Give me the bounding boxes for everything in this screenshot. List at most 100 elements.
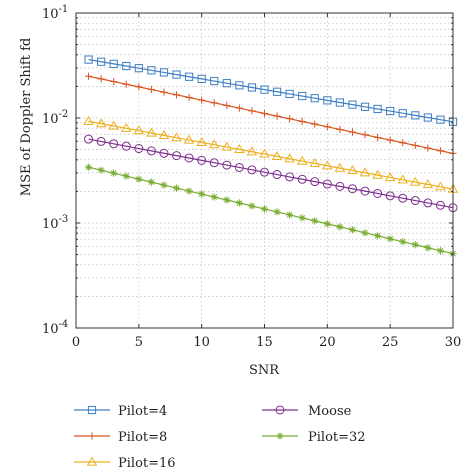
data-point <box>348 226 357 234</box>
data-point <box>96 136 106 146</box>
data-point <box>334 162 346 172</box>
data-point <box>386 106 395 116</box>
data-point <box>359 167 371 177</box>
data-point <box>159 148 169 158</box>
legend-label: Pilot=16 <box>118 456 176 471</box>
data-point <box>223 101 231 110</box>
data-point <box>260 109 269 118</box>
data-point <box>424 144 432 152</box>
data-point <box>386 136 394 144</box>
data-point <box>399 139 407 147</box>
x-tick-label: 10 <box>193 335 210 350</box>
data-point <box>159 68 169 77</box>
data-point <box>386 235 394 243</box>
data-point <box>146 146 156 156</box>
data-point <box>221 141 233 151</box>
data-point <box>109 139 119 149</box>
data-point <box>286 115 294 123</box>
data-point <box>122 172 130 180</box>
data-point <box>210 99 218 107</box>
data-point <box>322 160 333 170</box>
data-point <box>135 175 143 183</box>
data-point <box>248 107 256 115</box>
legend-item: Pilot=8 <box>74 430 167 445</box>
data-point <box>135 83 143 91</box>
data-point <box>335 98 344 107</box>
data-point <box>171 132 182 142</box>
data-point <box>260 167 269 177</box>
legend-item: Moose <box>262 404 352 419</box>
data-point <box>360 186 370 196</box>
data-point <box>134 144 144 154</box>
data-point <box>122 80 130 88</box>
data-point <box>311 120 319 128</box>
data-point <box>310 177 320 187</box>
data-point <box>185 93 193 102</box>
x-tick-label: 0 <box>72 335 80 350</box>
data-point <box>285 172 295 182</box>
series-moose <box>84 134 458 213</box>
data-point <box>185 187 193 195</box>
data-point <box>335 181 345 191</box>
data-point <box>286 211 294 219</box>
data-point <box>398 193 408 203</box>
series-pilot-32 <box>84 163 457 258</box>
data-point <box>247 165 257 175</box>
data-point <box>147 178 155 186</box>
legend-item: Pilot=16 <box>74 456 176 471</box>
data-point <box>348 128 357 136</box>
data-point <box>172 151 182 161</box>
data-point <box>311 217 319 225</box>
data-point <box>272 87 282 96</box>
data-point <box>84 134 94 144</box>
x-tick-labels: 0 5 10 15 20 25 30 <box>72 335 461 350</box>
data-point <box>248 202 256 210</box>
data-point <box>147 66 156 75</box>
data-point <box>436 115 445 124</box>
data-point <box>298 214 306 222</box>
data-point <box>134 64 143 73</box>
data-point <box>234 162 244 172</box>
series-line <box>88 120 454 190</box>
data-point <box>184 153 194 163</box>
data-point <box>97 166 105 174</box>
data-point <box>160 181 168 189</box>
data-point <box>133 125 145 135</box>
series-pilot-4 <box>84 55 458 126</box>
x-tick-label: 15 <box>256 335 273 350</box>
x-tick-label: 20 <box>319 335 336 350</box>
data-point <box>385 191 395 201</box>
data-point <box>373 104 382 114</box>
ticks <box>75 13 454 329</box>
data-point <box>436 247 445 255</box>
data-point <box>323 220 331 228</box>
data-point <box>84 163 93 171</box>
data-point <box>222 79 231 88</box>
legend-label: Pilot=32 <box>308 430 366 445</box>
x-tick-label: 25 <box>382 335 399 350</box>
data-point <box>273 208 281 216</box>
data-point <box>285 89 294 99</box>
data-point <box>410 196 420 206</box>
data-point <box>336 223 344 231</box>
data-point <box>284 153 295 163</box>
data-point <box>160 88 168 96</box>
data-point <box>108 120 119 130</box>
x-axis-title: SNR <box>249 363 280 378</box>
data-point <box>210 76 219 86</box>
y-tick-label: 10-2 <box>42 109 68 127</box>
series-line <box>88 166 454 255</box>
legend-marker <box>276 432 284 440</box>
data-point <box>172 184 181 192</box>
data-point <box>122 61 131 71</box>
x-tick-label: 5 <box>135 335 143 350</box>
data-point <box>222 160 232 170</box>
x-tick-label: 30 <box>445 335 462 350</box>
series-pilot-16 <box>83 115 459 193</box>
data-point <box>411 111 420 120</box>
data-point <box>411 241 419 249</box>
data-point <box>373 188 383 198</box>
data-point <box>399 238 407 246</box>
data-point <box>84 72 93 80</box>
legend-marker <box>88 432 96 440</box>
